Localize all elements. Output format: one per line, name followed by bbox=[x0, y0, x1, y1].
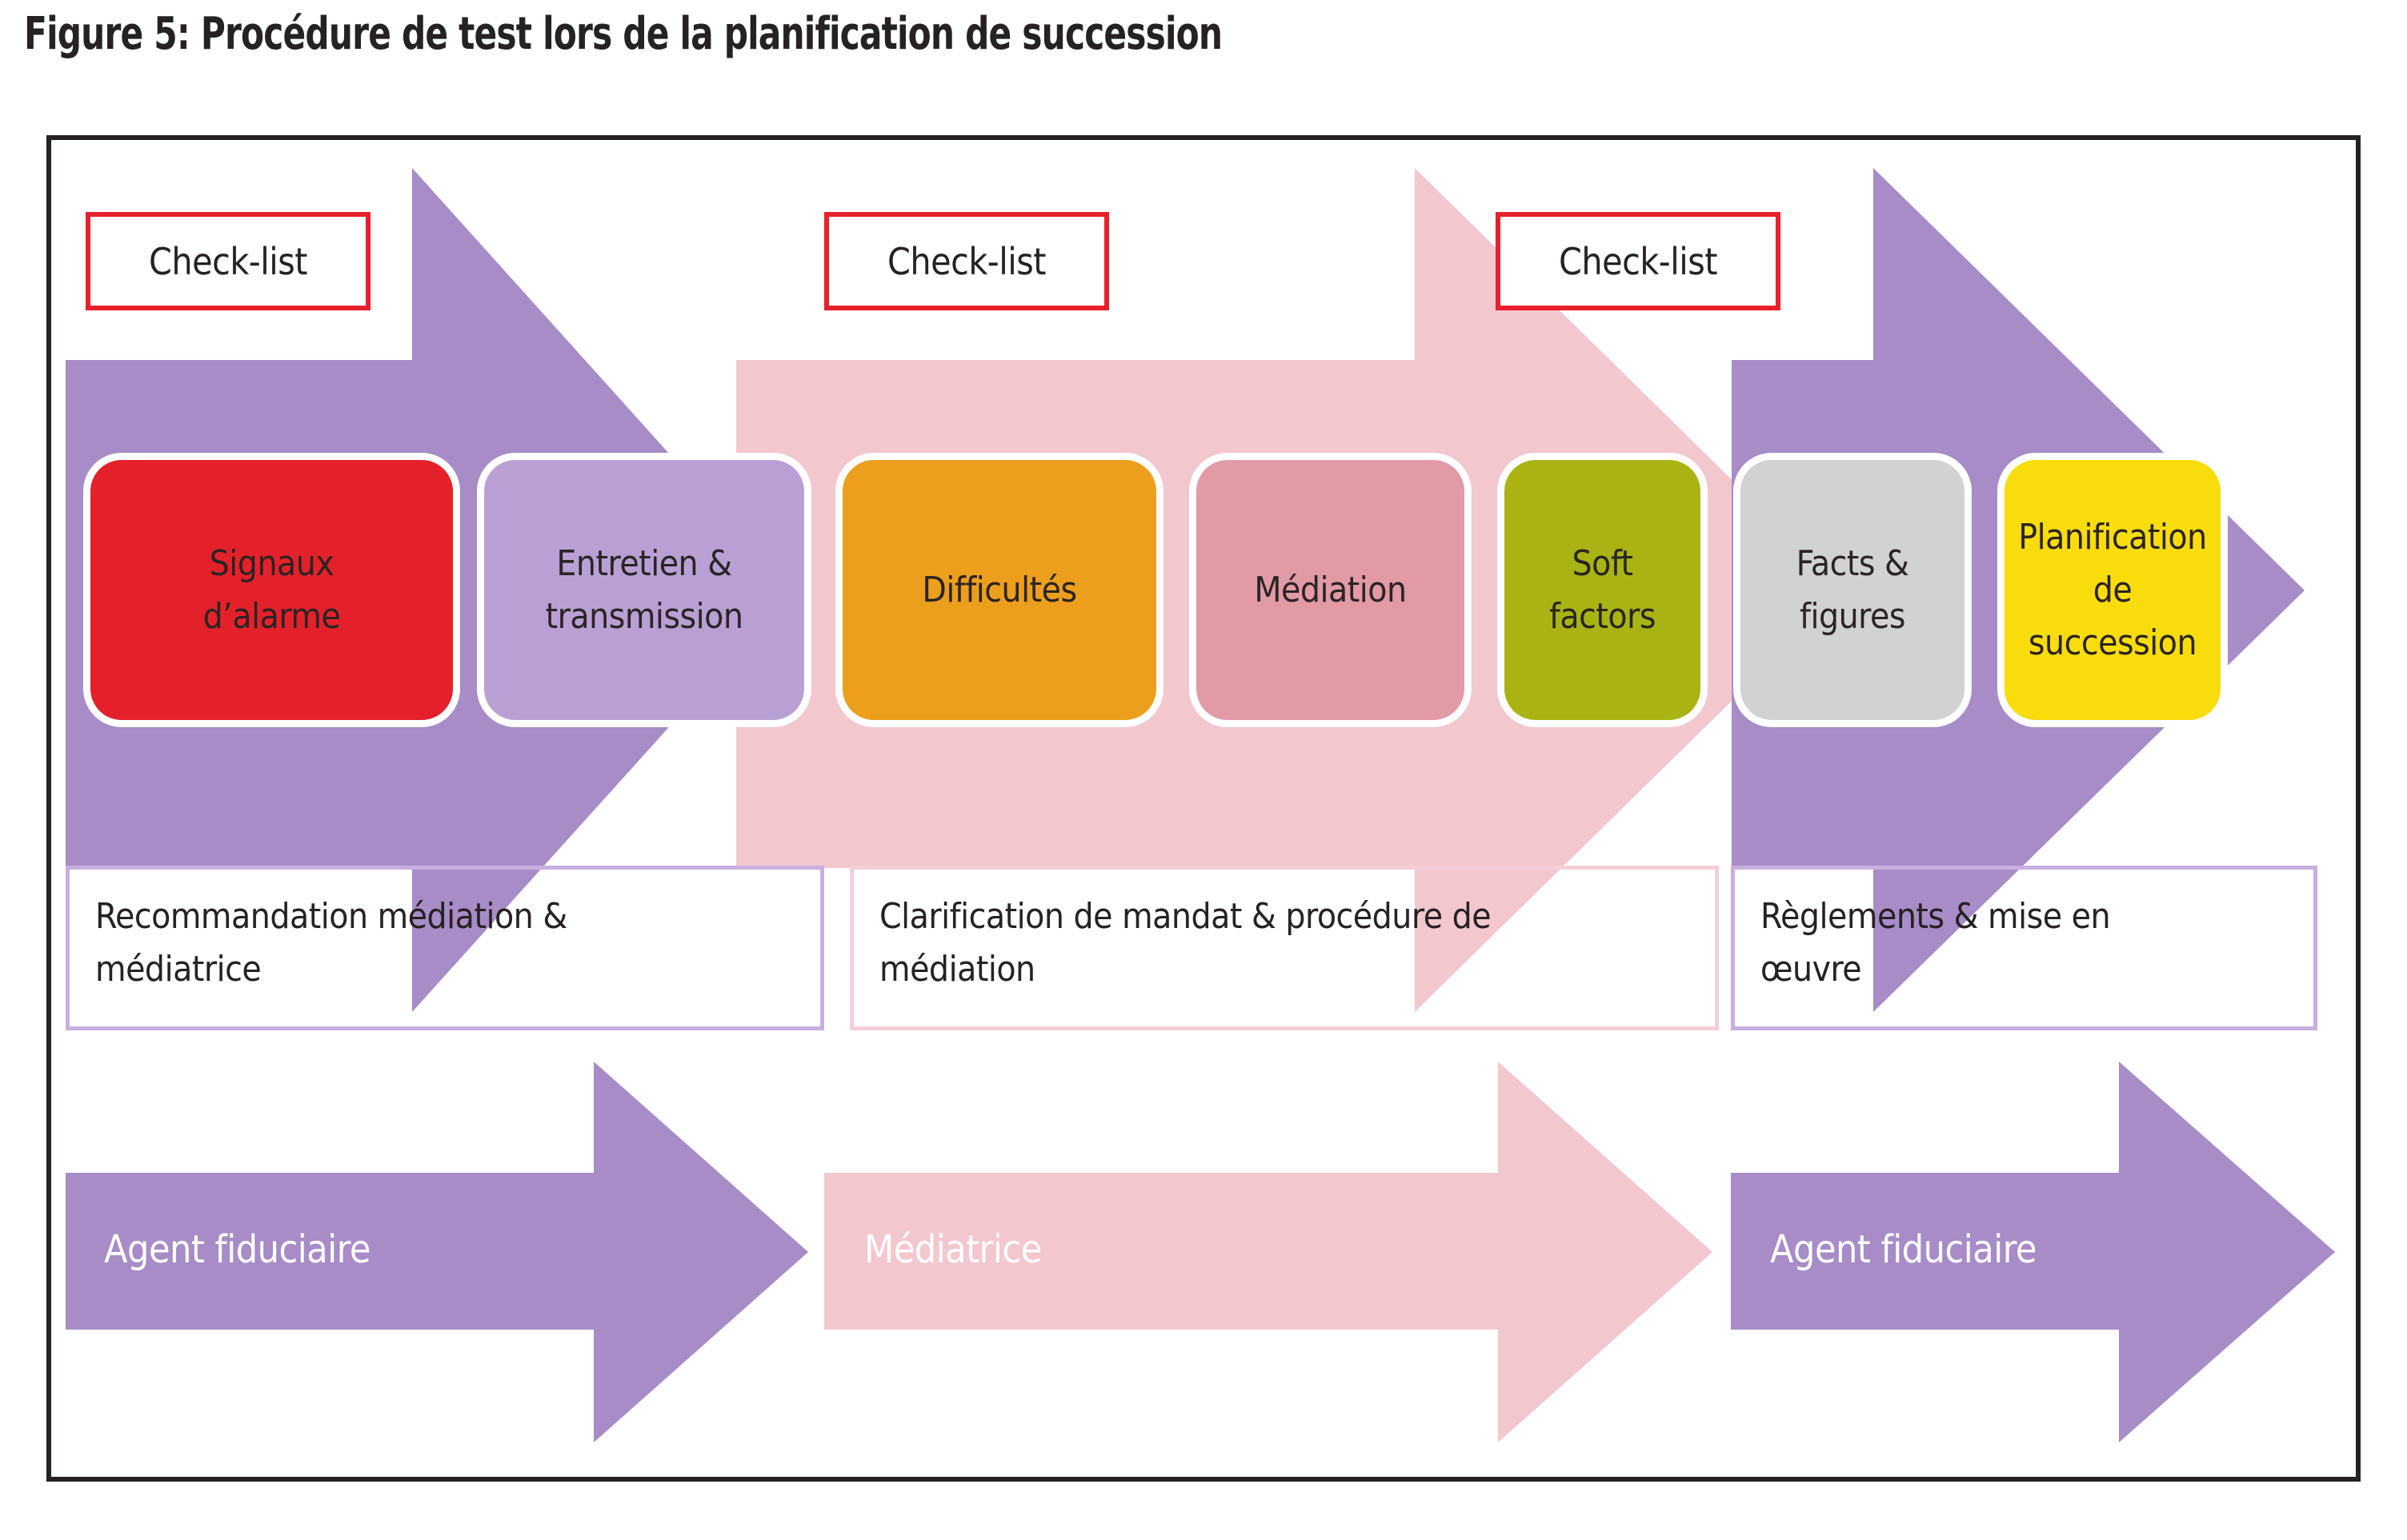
checklist-label: Check-list bbox=[887, 239, 1047, 283]
stage-label: Signaux d’alarme bbox=[202, 542, 341, 637]
stage-facts-figures: Facts & figures bbox=[1733, 453, 1972, 727]
diagram-frame bbox=[46, 135, 2361, 1482]
figure-title: Figure 5: Procédure de test lors de la p… bbox=[24, 8, 1223, 60]
actor-arrow-mediatrice bbox=[824, 1062, 1712, 1442]
note-text: Recommandation médiation & médiatrice bbox=[95, 896, 567, 990]
checklist-box-1: Check-list bbox=[86, 212, 370, 310]
note-reglements-mise-en-oeuvre: Règlements & mise en œuvre bbox=[1731, 866, 2317, 1030]
stage-planification-succession: Planification de succession bbox=[1997, 453, 2228, 727]
note-text: Règlements & mise en œuvre bbox=[1760, 896, 2111, 990]
checklist-label: Check-list bbox=[148, 239, 308, 283]
stage-entretien-transmission: Entretien & transmission bbox=[477, 453, 811, 727]
stage-label: Facts & figures bbox=[1796, 542, 1909, 637]
note-clarification-mandat: Clarification de mandat & procédure de m… bbox=[850, 866, 1719, 1030]
stage-signaux-alarme: Signaux d’alarme bbox=[83, 453, 460, 727]
actor-arrow-agent-1 bbox=[66, 1062, 808, 1442]
stage-label: Soft factors bbox=[1548, 542, 1656, 637]
stage-label: Médiation bbox=[1254, 569, 1407, 610]
stage-difficultes: Difficultés bbox=[835, 453, 1163, 727]
continuation-arrowhead-icon bbox=[2234, 570, 2276, 626]
stage-label: Planification de succession bbox=[2018, 516, 2207, 663]
note-recommandation-mediation: Recommandation médiation & médiatrice bbox=[66, 866, 824, 1030]
stage-mediation: Médiation bbox=[1189, 453, 1472, 727]
stage-label: Entretien & transmission bbox=[545, 542, 743, 637]
actor-label-agent-fiduciaire-1: Agent fiduciaire bbox=[104, 1227, 371, 1272]
actor-arrow-agent-2 bbox=[1731, 1062, 2335, 1442]
stage-label: Difficultés bbox=[922, 569, 1077, 610]
stage-soft-factors: Soft factors bbox=[1497, 453, 1708, 727]
checklist-label: Check-list bbox=[1558, 239, 1718, 283]
checklist-box-2: Check-list bbox=[824, 212, 1109, 310]
actor-label-mediatrice: Médiatrice bbox=[864, 1227, 1042, 1272]
note-text: Clarification de mandat & procédure de m… bbox=[879, 896, 1492, 990]
actor-label-agent-fiduciaire-2: Agent fiduciaire bbox=[1770, 1227, 2037, 1272]
checklist-box-3: Check-list bbox=[1496, 212, 1780, 310]
